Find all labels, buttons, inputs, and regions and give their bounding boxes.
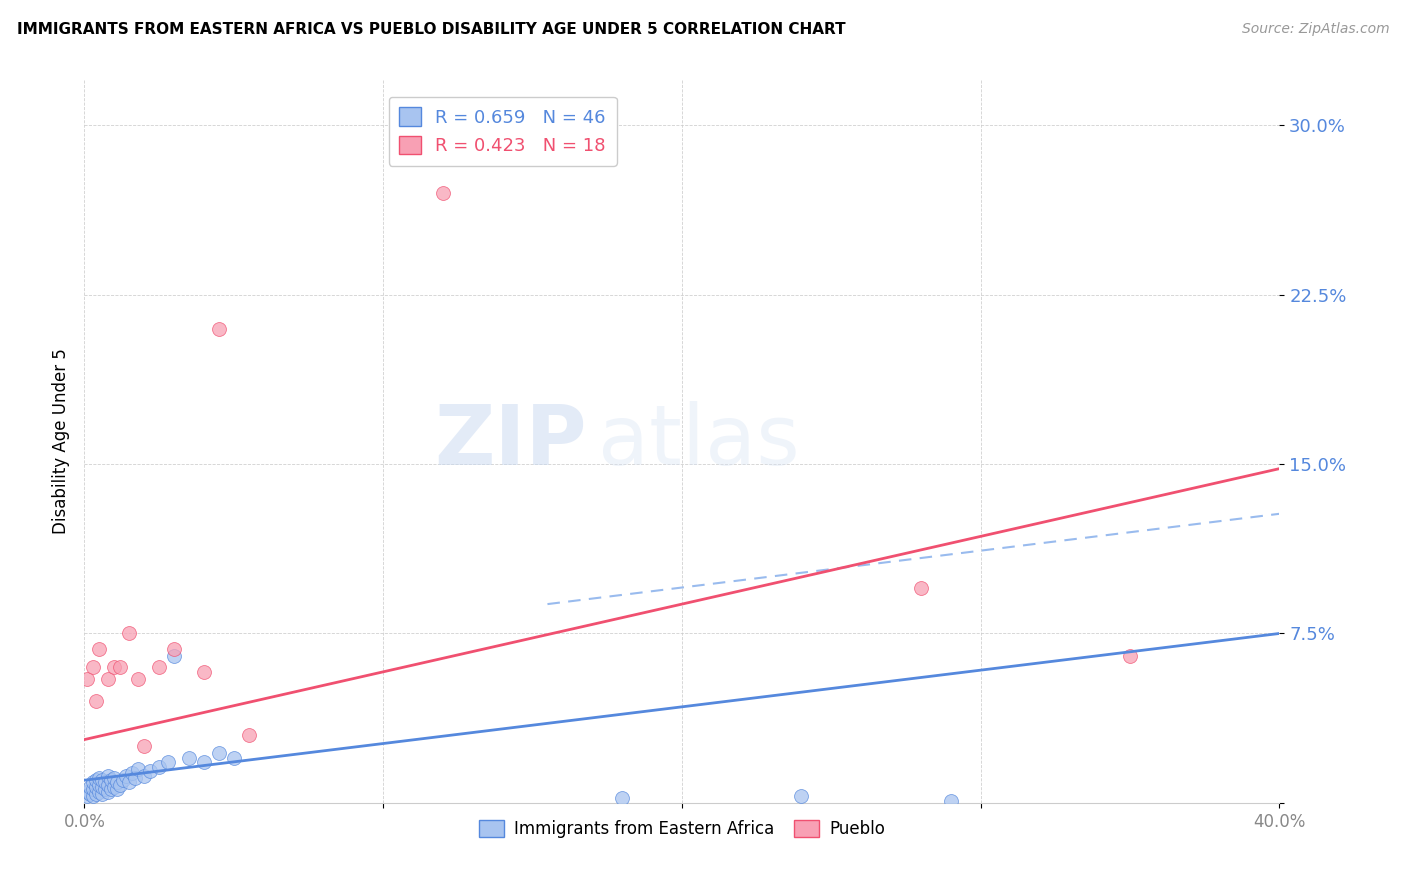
Point bbox=[79, 787, 101, 801]
Point bbox=[86, 787, 108, 801]
Point bbox=[86, 773, 108, 788]
Text: ZIP: ZIP bbox=[434, 401, 586, 482]
Point bbox=[132, 769, 156, 783]
Text: IMMIGRANTS FROM EASTERN AFRICA VS PUEBLO DISABILITY AGE UNDER 5 CORRELATION CHAR: IMMIGRANTS FROM EASTERN AFRICA VS PUEBLO… bbox=[17, 22, 845, 37]
Text: atlas: atlas bbox=[599, 401, 800, 482]
Point bbox=[97, 778, 120, 792]
Point bbox=[127, 762, 149, 776]
Point bbox=[127, 672, 149, 686]
Point bbox=[86, 780, 108, 794]
Point bbox=[208, 321, 231, 335]
Point bbox=[82, 789, 104, 803]
Y-axis label: Disability Age Under 5: Disability Age Under 5 bbox=[52, 349, 70, 534]
Point bbox=[1119, 648, 1142, 663]
Point bbox=[112, 773, 135, 788]
Point bbox=[157, 755, 180, 769]
Point bbox=[118, 626, 141, 640]
Point bbox=[124, 771, 146, 785]
Point bbox=[103, 771, 125, 785]
Point bbox=[110, 778, 132, 792]
Point bbox=[91, 773, 114, 788]
Point bbox=[76, 789, 98, 803]
Point bbox=[163, 648, 186, 663]
Point bbox=[208, 746, 231, 760]
Point bbox=[105, 782, 128, 797]
Point bbox=[82, 775, 104, 789]
Point bbox=[89, 771, 111, 785]
Point bbox=[121, 766, 143, 780]
Point bbox=[238, 728, 260, 742]
Point bbox=[94, 782, 117, 797]
Point bbox=[97, 784, 120, 798]
Point bbox=[89, 778, 111, 792]
Point bbox=[939, 793, 962, 807]
Point bbox=[432, 186, 454, 201]
Text: Source: ZipAtlas.com: Source: ZipAtlas.com bbox=[1241, 22, 1389, 37]
Point bbox=[97, 769, 120, 783]
Point bbox=[100, 782, 122, 797]
Point bbox=[82, 660, 104, 674]
Point bbox=[103, 780, 125, 794]
Point bbox=[612, 791, 634, 805]
Point bbox=[910, 582, 932, 596]
Point bbox=[89, 784, 111, 798]
Point bbox=[79, 780, 101, 794]
Point bbox=[177, 750, 200, 764]
Point bbox=[790, 789, 813, 803]
Point bbox=[91, 787, 114, 801]
Point bbox=[91, 780, 114, 794]
Point bbox=[193, 755, 215, 769]
Point bbox=[97, 672, 120, 686]
Point bbox=[94, 775, 117, 789]
Point bbox=[103, 660, 125, 674]
Point bbox=[139, 764, 162, 779]
Point bbox=[86, 694, 108, 708]
Point bbox=[148, 760, 170, 774]
Point bbox=[115, 769, 138, 783]
Point bbox=[89, 642, 111, 657]
Point bbox=[132, 739, 156, 754]
Point bbox=[100, 773, 122, 788]
Point bbox=[222, 750, 245, 764]
Point bbox=[163, 642, 186, 657]
Point bbox=[118, 775, 141, 789]
Point bbox=[110, 660, 132, 674]
Legend: Immigrants from Eastern Africa, Pueblo: Immigrants from Eastern Africa, Pueblo bbox=[472, 814, 891, 845]
Point bbox=[82, 782, 104, 797]
Point bbox=[105, 775, 128, 789]
Point bbox=[76, 784, 98, 798]
Point bbox=[148, 660, 170, 674]
Point bbox=[193, 665, 215, 679]
Point bbox=[76, 672, 98, 686]
